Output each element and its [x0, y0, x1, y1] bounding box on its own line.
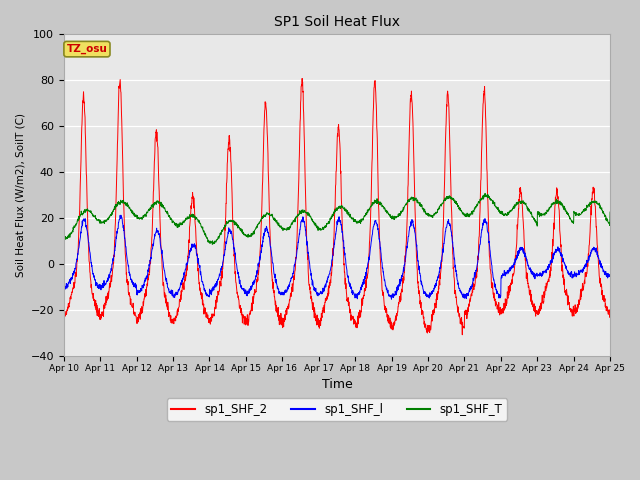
- sp1_SHF_2: [458, 332, 466, 337]
- Line: sp1_SHF_2: sp1_SHF_2: [64, 78, 610, 335]
- Line: sp1_SHF_T: sp1_SHF_T: [64, 193, 610, 244]
- sp1_SHF_T: [606, 209, 614, 215]
- sp1_SHF_T: [60, 234, 68, 240]
- sp1_SHF_T: [573, 212, 581, 218]
- sp1_SHF_2: [606, 312, 614, 318]
- sp1_SHF_T: [353, 218, 360, 224]
- sp1_SHF_l: [559, 255, 566, 261]
- Y-axis label: Soil Heat Flux (W/m2), SoilT (C): Soil Heat Flux (W/m2), SoilT (C): [15, 113, 25, 277]
- sp1_SHF_l: [117, 212, 125, 218]
- sp1_SHF_T: [212, 237, 220, 243]
- sp1_SHF_T: [365, 207, 372, 213]
- sp1_SHF_2: [353, 322, 360, 327]
- sp1_SHF_2: [559, 262, 566, 268]
- sp1_SHF_l: [573, 272, 581, 277]
- X-axis label: Time: Time: [321, 378, 352, 391]
- sp1_SHF_l: [212, 281, 220, 287]
- sp1_SHF_T: [559, 201, 566, 207]
- sp1_SHF_l: [365, 258, 372, 264]
- Line: sp1_SHF_l: sp1_SHF_l: [64, 215, 610, 299]
- Legend: sp1_SHF_2, sp1_SHF_l, sp1_SHF_T: sp1_SHF_2, sp1_SHF_l, sp1_SHF_T: [166, 398, 508, 421]
- sp1_SHF_2: [573, 302, 581, 308]
- sp1_SHF_2: [496, 311, 504, 316]
- sp1_SHF_l: [353, 295, 360, 300]
- Text: TZ_osu: TZ_osu: [67, 44, 108, 54]
- sp1_SHF_l: [606, 273, 614, 279]
- sp1_SHF_l: [60, 284, 68, 290]
- sp1_SHF_2: [365, 257, 372, 263]
- sp1_SHF_2: [212, 300, 220, 305]
- sp1_SHF_2: [60, 311, 68, 316]
- sp1_SHF_T: [209, 241, 216, 247]
- sp1_SHF_l: [388, 296, 396, 302]
- sp1_SHF_2: [298, 75, 306, 81]
- sp1_SHF_T: [496, 208, 504, 214]
- Title: SP1 Soil Heat Flux: SP1 Soil Heat Flux: [274, 15, 400, 29]
- sp1_SHF_T: [481, 191, 489, 196]
- sp1_SHF_l: [496, 294, 504, 300]
